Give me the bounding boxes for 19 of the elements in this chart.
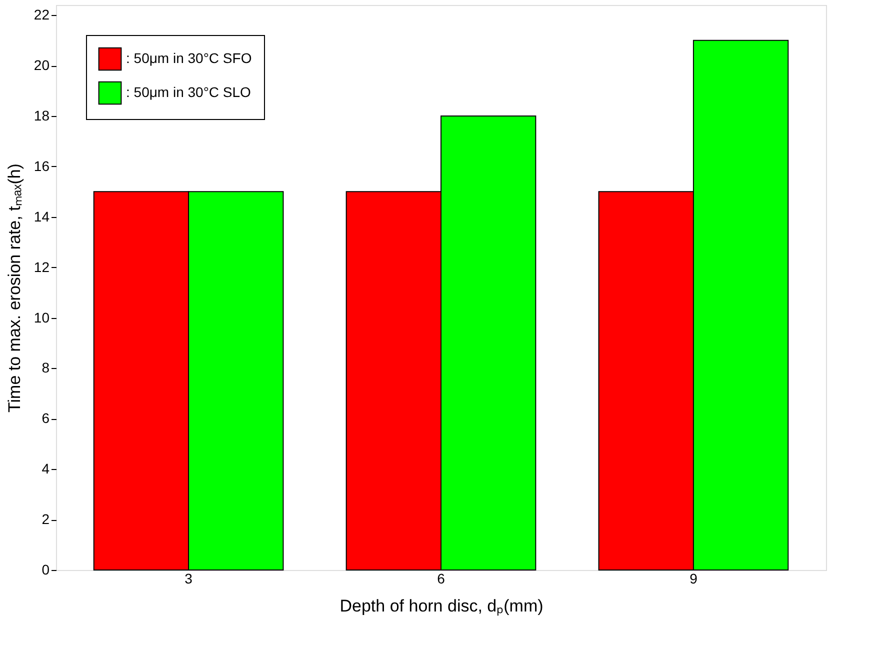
y-tick-label: 18 [34,107,50,124]
y-tick-label: 2 [42,511,50,528]
y-tick-label: 4 [42,460,50,477]
y-tick-label: 12 [34,258,50,275]
x-tick-label: 3 [184,570,193,586]
x-tick-label: 6 [437,570,446,586]
x-tick-label: 9 [690,570,698,586]
x-axis-title: Depth of horn disc, dₚ(mm) [340,596,544,616]
y-axis-title: Time to max. erosion rate, tₘₐₓ(h) [4,164,24,412]
y-tick-label: 0 [42,562,50,578]
y-tick-label: 20 [34,57,50,74]
y-tick-label: 10 [34,309,50,326]
y-tick-label: 14 [34,208,50,224]
y-tick-label: 16 [34,158,50,174]
y-tick-label: 22 [34,6,50,23]
legend-label: : 50μm in 30°C SFO [126,50,252,66]
legend-label: : 50μm in 30°C SLO [126,84,252,100]
y-tick-label: 6 [42,410,50,426]
y-tick-label: 8 [42,360,50,376]
